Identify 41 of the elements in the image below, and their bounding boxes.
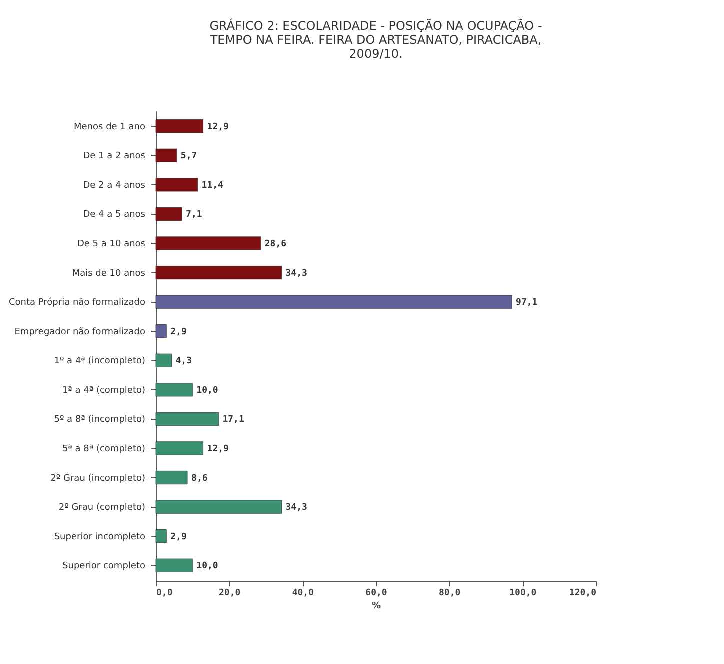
data-label: 7,1 (186, 210, 202, 220)
data-label: 17,1 (222, 415, 244, 426)
y-tick-label: Conta Própria não formalizado (8, 297, 146, 308)
y-tick-label: Empregador não formalizado (14, 327, 146, 338)
y-tick-label: De 5 a 10 anos (77, 240, 146, 250)
y-tick-label: 1º a 4ª (incompleto) (54, 356, 146, 367)
data-label: 10,0 (196, 562, 218, 572)
y-tick-label: Superior incompleto (54, 532, 146, 542)
y-tick-label: 5ª a 8ª (completo) (62, 444, 146, 454)
y-tick-label: De 4 a 5 anos (83, 210, 146, 220)
data-label: 4,3 (176, 356, 192, 367)
x-tick-label: 120,0 (569, 588, 596, 598)
y-tick-label: Superior completo (62, 562, 146, 572)
chart-title: GRÁFICO 2: ESCOLARIDADE - POSIÇÃO NA OCUPAÇÃO - TEMPO NA FEIRA. FEIRA DO ARTESANATO, PIRACICABA, 2009/10. (209, 18, 542, 61)
y-tick-label: De 2 a 4 anos (83, 180, 146, 191)
y-tick-label: Mais de 10 anos (72, 268, 146, 279)
x-tick-label: 20,0 (218, 588, 241, 598)
x-tick-label: 100,0 (510, 588, 537, 598)
data-label: 34,3 (286, 503, 308, 514)
x-tick-label: 80,0 (438, 588, 461, 598)
data-label: 97,1 (516, 298, 538, 308)
data-label: 8,6 (192, 474, 208, 484)
y-tick-label: 2º Grau (incompleto) (50, 474, 146, 484)
x-tick-label: 60,0 (366, 588, 388, 598)
x-tick-label: 0,0 (156, 588, 173, 598)
y-tick-label: De 1 a 2 anos (83, 152, 146, 162)
x-axis-title: % (372, 602, 382, 612)
data-label: 2,9 (170, 532, 187, 542)
data-label: 12,9 (207, 122, 229, 132)
data-label: 2,9 (170, 327, 187, 338)
data-label: 12,9 (207, 444, 229, 454)
data-label: 5,7 (180, 152, 198, 162)
data-label: 10,0 (196, 386, 218, 396)
x-tick-label: 40,0 (292, 588, 314, 598)
y-tick-label: 1ª a 4ª (completo) (62, 386, 146, 396)
y-tick-label: 2º Grau (completo) (58, 503, 146, 514)
data-label: 28,6 (264, 240, 287, 250)
data-label: 34,3 (286, 268, 308, 279)
y-tick-label: Menos de 1 ano (74, 122, 146, 132)
data-label: 11,4 (202, 180, 224, 191)
y-tick-label: 5º a 8ª (incompleto) (54, 415, 146, 426)
